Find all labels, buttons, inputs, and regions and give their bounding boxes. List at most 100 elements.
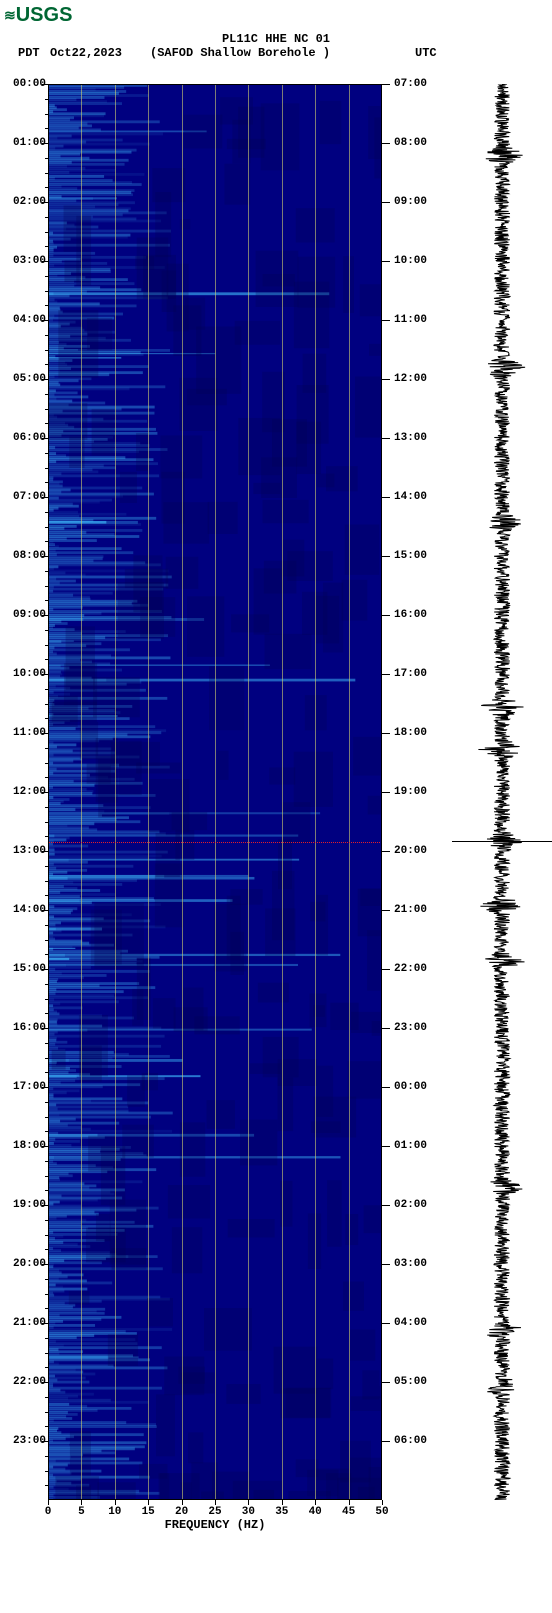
left-time-label: 16:00 <box>2 1022 46 1034</box>
right-time-label: 12:00 <box>394 373 438 385</box>
left-minor-tick <box>45 718 48 719</box>
left-minor-tick <box>45 217 48 218</box>
left-minor-tick <box>45 99 48 100</box>
left-time-label: 06:00 <box>2 432 46 444</box>
freq-gridline <box>248 84 249 1500</box>
left-major-tick <box>42 674 48 675</box>
freq-gridline <box>81 84 82 1500</box>
right-time-label: 16:00 <box>394 609 438 621</box>
freq-tick-label: 10 <box>105 1506 125 1518</box>
freq-gridline <box>349 84 350 1500</box>
right-time-label: 19:00 <box>394 786 438 798</box>
right-major-tick <box>382 84 390 85</box>
freq-tick-label: 5 <box>71 1506 91 1518</box>
left-minor-tick <box>45 527 48 528</box>
left-time-label: 03:00 <box>2 255 46 267</box>
right-time-label: 02:00 <box>394 1199 438 1211</box>
freq-tick-label: 20 <box>172 1506 192 1518</box>
left-major-tick <box>42 1323 48 1324</box>
left-minor-tick <box>45 1353 48 1354</box>
right-time-label: 05:00 <box>394 1376 438 1388</box>
freq-gridline <box>148 84 149 1500</box>
right-major-tick <box>382 733 390 734</box>
right-major-tick <box>382 792 390 793</box>
left-minor-tick <box>45 1043 48 1044</box>
right-major-tick <box>382 143 390 144</box>
left-minor-tick <box>45 1338 48 1339</box>
left-minor-tick <box>45 482 48 483</box>
left-minor-tick <box>45 1249 48 1250</box>
left-time-label: 07:00 <box>2 491 46 503</box>
left-major-tick <box>42 143 48 144</box>
right-major-tick <box>382 674 390 675</box>
left-minor-tick <box>45 350 48 351</box>
left-time-label: 20:00 <box>2 1258 46 1270</box>
right-major-tick <box>382 497 390 498</box>
left-major-tick <box>42 438 48 439</box>
right-major-tick <box>382 438 390 439</box>
left-minor-tick <box>45 1102 48 1103</box>
left-minor-tick <box>45 571 48 572</box>
red-edge <box>48 84 49 1500</box>
left-major-tick <box>42 556 48 557</box>
left-major-tick <box>42 1146 48 1147</box>
left-time-label: 02:00 <box>2 196 46 208</box>
left-minor-tick <box>45 1471 48 1472</box>
left-time-label: 09:00 <box>2 609 46 621</box>
left-minor-tick <box>45 600 48 601</box>
logo-text: USGS <box>16 4 73 26</box>
left-major-tick <box>42 615 48 616</box>
left-minor-tick <box>45 1456 48 1457</box>
left-minor-tick <box>45 954 48 955</box>
left-minor-tick <box>45 291 48 292</box>
left-major-tick <box>42 1382 48 1383</box>
left-minor-tick <box>45 1235 48 1236</box>
left-minor-tick <box>45 689 48 690</box>
right-time-label: 23:00 <box>394 1022 438 1034</box>
left-minor-tick <box>45 158 48 159</box>
left-minor-tick <box>45 1161 48 1162</box>
right-time-label: 22:00 <box>394 963 438 975</box>
left-time-label: 23:00 <box>2 1435 46 1447</box>
right-major-tick <box>382 320 390 321</box>
left-minor-tick <box>45 1485 48 1486</box>
right-time-label: 18:00 <box>394 727 438 739</box>
usgs-logo: ≋USGS <box>4 4 72 27</box>
left-minor-tick <box>45 1058 48 1059</box>
right-time-label: 14:00 <box>394 491 438 503</box>
right-time-label: 15:00 <box>394 550 438 562</box>
left-minor-tick <box>45 128 48 129</box>
left-major-tick <box>42 969 48 970</box>
right-time-label: 17:00 <box>394 668 438 680</box>
left-minor-tick <box>45 866 48 867</box>
left-minor-tick <box>45 984 48 985</box>
left-minor-tick <box>45 335 48 336</box>
left-minor-tick <box>45 423 48 424</box>
left-minor-tick <box>45 836 48 837</box>
left-minor-tick <box>45 512 48 513</box>
left-time-label: 18:00 <box>2 1140 46 1152</box>
freq-tick <box>81 1500 82 1505</box>
freq-tick-label: 35 <box>272 1506 292 1518</box>
left-time-label: 14:00 <box>2 904 46 916</box>
left-minor-tick <box>45 925 48 926</box>
left-minor-tick <box>45 364 48 365</box>
freq-tick <box>48 1500 49 1505</box>
freq-gridline <box>315 84 316 1500</box>
left-major-tick <box>42 851 48 852</box>
left-minor-tick <box>45 541 48 542</box>
right-major-tick <box>382 1264 390 1265</box>
left-major-tick <box>42 1441 48 1442</box>
left-time-label: 19:00 <box>2 1199 46 1211</box>
freq-tick <box>248 1500 249 1505</box>
left-minor-tick <box>45 1220 48 1221</box>
right-time-label: 07:00 <box>394 78 438 90</box>
left-minor-tick <box>45 1294 48 1295</box>
freq-tick <box>148 1500 149 1505</box>
left-time-label: 04:00 <box>2 314 46 326</box>
right-major-tick <box>382 1146 390 1147</box>
freq-tick-label: 30 <box>238 1506 258 1518</box>
current-time-marker <box>48 842 382 844</box>
spectrogram-display: ≋USGS PL11C HHE NC 01 PDT Oct22,2023 (SA… <box>0 0 552 1613</box>
right-time-label: 10:00 <box>394 255 438 267</box>
